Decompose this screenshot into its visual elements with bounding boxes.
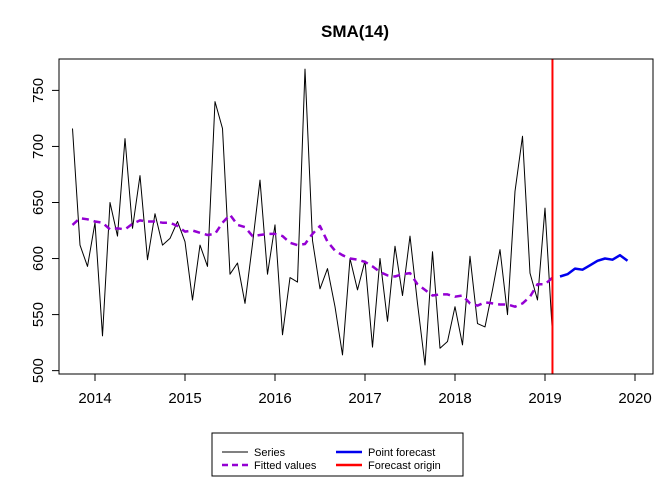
chart-title: SMA(14): [321, 22, 389, 41]
x-tick-label: 2020: [618, 390, 651, 407]
x-tick-label: 2017: [348, 390, 381, 407]
y-tick-label: 750: [30, 78, 47, 103]
legend-label-series: Series: [254, 447, 286, 459]
series-layer: [71, 59, 629, 374]
x-tick-label: 2018: [438, 390, 471, 407]
legend-label-forecast: Point forecast: [368, 447, 435, 459]
y-tick-label: 500: [30, 358, 47, 383]
x-tick-label: 2015: [168, 390, 201, 407]
y-tick-label: 700: [30, 134, 47, 159]
y-tick-label: 650: [30, 190, 47, 215]
x-tick-label: 2016: [258, 390, 291, 407]
series-line-point-forecast: [559, 253, 629, 278]
legend-box: [211, 432, 464, 477]
legend: Series Fitted values Point forecast Fore…: [211, 432, 464, 477]
legend-label-fitted: Fitted values: [254, 460, 317, 472]
plot-frame: [58, 58, 654, 375]
series-line-fitted-values: [71, 213, 554, 308]
y-tick-label: 550: [30, 302, 47, 327]
series-line-series: [72, 68, 553, 366]
x-tick-label: 2014: [78, 390, 111, 407]
legend-label-origin: Forecast origin: [368, 460, 441, 472]
x-tick-label: 2019: [528, 390, 561, 407]
axes-layer: 2014 2015 2016 2017 2018 2019 2020 500 550 600 650…: [30, 78, 652, 407]
y-tick-label: 600: [30, 246, 47, 271]
